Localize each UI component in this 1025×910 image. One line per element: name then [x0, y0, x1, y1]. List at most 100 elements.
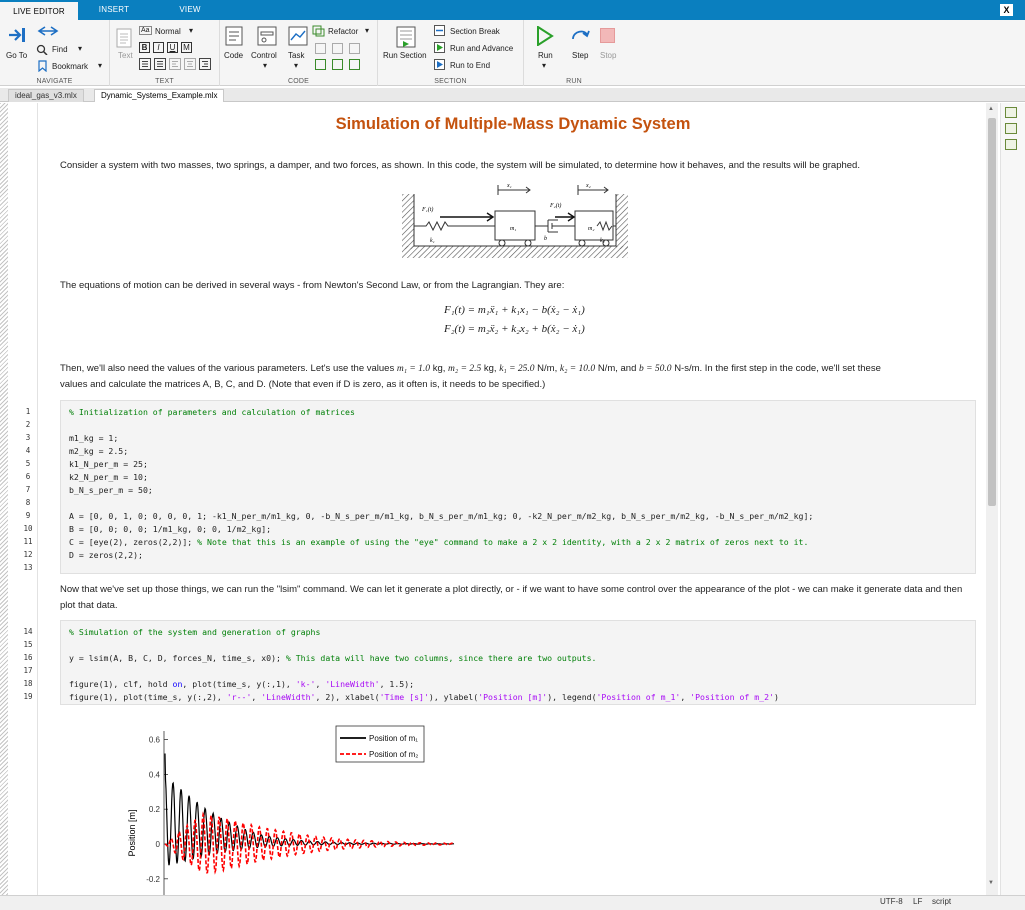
output-on-right-icon[interactable] — [1005, 107, 1017, 118]
find-button[interactable]: Find — [52, 45, 68, 54]
task-dropdown-icon[interactable]: ▾ — [294, 61, 299, 70]
section-break-button[interactable]: Section Break — [450, 27, 500, 36]
find-dropdown-icon[interactable]: ▾ — [78, 44, 83, 53]
text-button[interactable]: Text — [118, 51, 133, 60]
bookmark-dropdown-icon[interactable]: ▾ — [98, 61, 103, 70]
style-dropdown-icon[interactable]: ▾ — [189, 26, 194, 35]
output-plot[interactable]: 0.6 0.4 0.2 0 -0.2 Position [m] Position of … — [80, 723, 480, 895]
x1-label: x₁ — [506, 183, 512, 189]
intro-paragraph: Consider a system with two masses, two s… — [60, 160, 860, 171]
code-token: ), legend( — [547, 692, 597, 702]
bookmark-button[interactable]: Bookmark — [52, 62, 89, 71]
equation-1: F₁(t) = m₁ẍ₁ + k₁x₁ − b(ẋ₂ − ẋ₁) — [444, 304, 585, 316]
param-m1: m₁ = 1.0 — [396, 364, 431, 374]
step-icon — [572, 30, 590, 40]
run-group: Run ▾ Step Stop RUN — [524, 20, 624, 86]
code-block-2[interactable]: % Simulation of the system and generatio… — [60, 620, 976, 705]
series-line-2 — [164, 811, 455, 875]
k2-label: k₂ — [600, 238, 605, 244]
step-button[interactable]: Step — [572, 51, 589, 60]
scroll-up-arrow-icon[interactable]: ▲ — [988, 106, 994, 112]
text-group: Text Aa Normal ▾ B I U M TEXT — [110, 20, 220, 86]
monospace-button[interactable]: M — [181, 42, 192, 53]
bold-button[interactable]: B — [139, 42, 150, 53]
code-icon — [225, 26, 243, 46]
tab-insert[interactable]: INSERT — [98, 5, 130, 14]
tab-view[interactable]: VIEW — [179, 5, 201, 14]
code-line[interactable]: figure(1), plot(time_s, y(:,2), 'r--', '… — [69, 692, 779, 702]
code-token: figure(1), clf, hold — [69, 679, 173, 689]
code-group-label: CODE — [287, 78, 310, 85]
doc-tab-ideal-gas[interactable]: ideal_gas_v3.mlx — [8, 89, 84, 102]
task-button[interactable]: Task — [288, 51, 305, 60]
run-to-end-button[interactable]: Run to End — [450, 61, 491, 70]
go-to-button[interactable]: Go To — [6, 51, 28, 60]
code-line[interactable]: C = [eye(2), zeros(2,2)]; % Note that th… — [69, 537, 808, 547]
hide-code-icon[interactable] — [1005, 139, 1017, 150]
underline-button[interactable]: U — [167, 42, 178, 53]
control-dropdown-icon[interactable]: ▾ — [263, 61, 268, 70]
run-dropdown-icon[interactable]: ▾ — [542, 61, 547, 70]
code-line[interactable]: figure(1), clf, hold on, plot(time_s, y(… — [69, 679, 414, 689]
code-line[interactable]: B = [0, 0; 0, 0; 1/m1_kg, 0; 0, 1/m2_kg]… — [69, 524, 272, 534]
italic-button[interactable]: I — [153, 42, 164, 53]
navigate-group-label: NAVIGATE — [36, 78, 73, 85]
code-line[interactable]: y = lsim(A, B, C, D, forces_N, time_s, x… — [69, 653, 596, 663]
y-tick-label: 0.6 — [149, 736, 161, 745]
code-token: , plot(time_s, y(:,1), — [182, 679, 296, 689]
code-line[interactable]: k2_N_per_m = 10; — [69, 472, 148, 482]
unit-n-per-m: N/m, — [537, 363, 558, 374]
run-button[interactable]: Run — [538, 51, 553, 60]
style-select[interactable]: Normal — [155, 27, 181, 36]
scroll-down-arrow-icon[interactable]: ▼ — [988, 880, 994, 886]
code-block-1[interactable]: % Initialization of parameters and calcu… — [60, 400, 976, 574]
code-group: Code Control ▾ Task ▾ Refactor ▾ — [220, 20, 378, 86]
run-section-button[interactable]: Run Section — [383, 51, 427, 60]
code-string: 'Position of m_1' — [596, 692, 681, 702]
code-token: C = [eye(2), zeros(2,2)]; — [69, 537, 198, 547]
y-tick-label: 0.2 — [149, 805, 161, 814]
control-button[interactable]: Control — [251, 51, 277, 60]
scrollbar-thumb[interactable] — [988, 118, 996, 506]
code-string: 'Position of m_2' — [690, 692, 774, 702]
tab-live-editor[interactable]: LIVE EDITOR — [0, 0, 78, 20]
code-string: 'Position [m]' — [478, 692, 548, 702]
run-and-advance-button[interactable]: Run and Advance — [450, 44, 514, 53]
code-line[interactable]: % Initialization of parameters and calcu… — [69, 407, 355, 417]
code-line[interactable]: k1_N_per_m = 25; — [69, 459, 148, 469]
navigate-group: Go To Find ▾ Bookmark ▾ NAVIGATE — [0, 20, 110, 86]
code-line[interactable]: D = zeros(2,2); — [69, 550, 143, 560]
code-line[interactable]: % Simulation of the system and generatio… — [69, 627, 321, 637]
stop-button[interactable]: Stop — [600, 51, 617, 60]
run-icon — [537, 26, 554, 46]
refactor-dropdown-icon[interactable]: ▾ — [365, 26, 370, 35]
status-file-type: script — [932, 897, 952, 906]
section-group-label: SECTION — [434, 78, 467, 85]
live-script-content[interactable]: Simulation of Multiple-Mass Dynamic Syst… — [40, 103, 986, 895]
refactor-button[interactable]: Refactor — [328, 27, 359, 36]
code-token: , — [315, 679, 326, 689]
lsim-paragraph: Now that we've set up those things, we c… — [60, 584, 963, 611]
code-line[interactable]: A = [0, 0, 1, 0; 0, 0, 0, 1; -k1_N_per_m… — [69, 511, 814, 521]
code-string: 'LineWidth' — [261, 692, 316, 702]
close-button[interactable]: X — [1000, 4, 1013, 16]
code-token: , 2), xlabel( — [315, 692, 380, 702]
status-line-ending: LF — [913, 897, 923, 906]
code-button[interactable]: Code — [224, 51, 244, 60]
code-comment: % This data will have two columns, since… — [285, 653, 597, 663]
code-line[interactable]: m1_kg = 1; — [69, 433, 119, 443]
output-inline-icon[interactable] — [1005, 123, 1017, 134]
line-number: 14 — [23, 627, 33, 636]
line-number: 2 — [25, 420, 31, 429]
code-line[interactable]: m2_kg = 2.5; — [69, 446, 129, 456]
back-forward-icon[interactable] — [36, 26, 60, 36]
code-tools-icons[interactable] — [312, 42, 372, 74]
doc-tab-dynamic-systems[interactable]: Dynamic_Systems_Example.mlx — [94, 89, 225, 102]
line-number: 17 — [23, 666, 33, 675]
list-align-icons[interactable] — [139, 58, 213, 71]
section-group: Run Section Section Break Run and Advanc… — [378, 20, 524, 86]
plot-axes: 0.6 0.4 0.2 0 -0.2 — [146, 731, 168, 895]
f1-label: F₁(t) — [421, 206, 433, 213]
code-line[interactable]: b_N_s_per_m = 50; — [69, 485, 153, 495]
line-number: 3 — [25, 433, 31, 442]
